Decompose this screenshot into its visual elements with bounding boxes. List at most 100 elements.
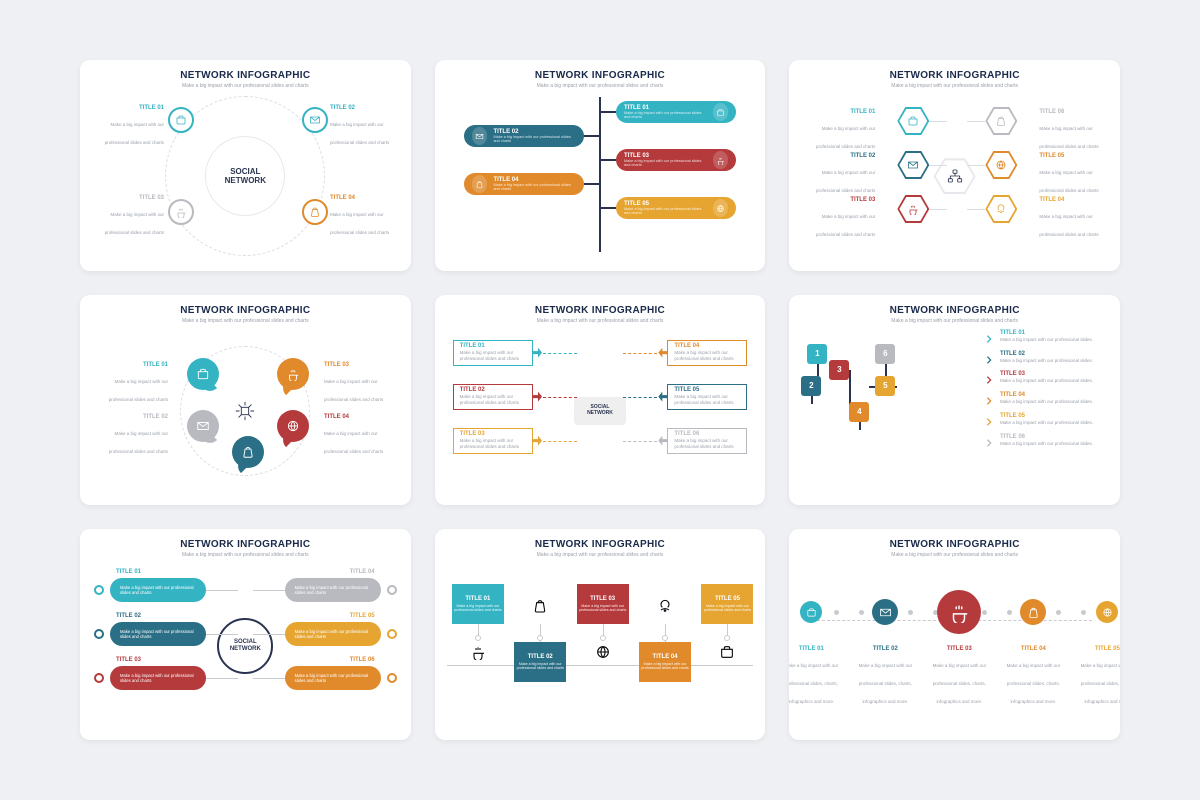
slide4-text-3: TITLE 03Make a big impact with our profe… [324, 362, 396, 406]
slide2-pill-5: TITLE 05Make a big impact with our profe… [616, 197, 736, 219]
slide5-box-title06: TITLE 06Make a big impact with our profe… [667, 428, 747, 454]
slide-8: NETWORK INFOGRAPHIC Make a big impact wi… [435, 529, 766, 740]
slide2-sub: Make a big impact with our professional … [447, 83, 754, 89]
slide9-header: NETWORK INFOGRAPHIC Make a big impact wi… [801, 539, 1108, 558]
slide1-node-4 [302, 199, 328, 225]
slide2-branch-4 [584, 183, 600, 185]
slide8-icon-5 [717, 642, 737, 662]
slide3-text-title04: TITLE 04Make a big impact with our profe… [1039, 197, 1107, 241]
slide4-text-4: TITLE 04Make a big impact with our profe… [324, 414, 396, 458]
slide1-sub: Make a big impact with our professional … [92, 83, 399, 89]
slide9-node-4 [1020, 599, 1046, 625]
slide4-bubble-5 [277, 410, 309, 442]
arrow-icon [532, 348, 542, 358]
slide8-box-2: TITLE 02Make a big impact with our profe… [514, 642, 566, 682]
slide9-text-3: TITLE 03Make a big impact with our profe… [932, 646, 986, 708]
slide1-text-2: TITLE 02Make a big impact with our profe… [330, 105, 402, 149]
arrow-icon [532, 392, 542, 402]
slide9-node-3 [937, 590, 981, 634]
pill-icon [713, 151, 728, 169]
arrow-icon [658, 392, 668, 402]
slide2-stem [599, 97, 601, 252]
slide1-content: SOCIALNETWORK TITLE 01Make a big impact … [92, 95, 399, 258]
slide6-box-1: 1 [807, 344, 827, 364]
slide1-title: NETWORK INFOGRAPHIC [92, 70, 399, 81]
slide8-box-4: TITLE 04Make a big impact with our profe… [639, 642, 691, 682]
chevron-icon [984, 331, 994, 341]
slide4-header: NETWORK INFOGRAPHIC Make a big impact wi… [92, 305, 399, 324]
slide9-text-1: TITLE 01Make a big impact with our profe… [789, 646, 838, 708]
pill-icon [472, 175, 487, 193]
slide1-text-1: TITLE 01Make a big impact with our profe… [92, 105, 164, 149]
slide8-box-3: TITLE 03Make a big impact with our profe… [577, 584, 629, 624]
slide6-box-5: 5 [875, 376, 895, 396]
slide-3: NETWORK INFOGRAPHIC Make a big impact wi… [789, 60, 1120, 271]
slide8-timeline [447, 665, 754, 666]
slide7-dot [387, 673, 397, 683]
slide5-box-title04: TITLE 04Make a big impact with our profe… [667, 340, 747, 366]
slide3-hex-title05 [985, 151, 1017, 179]
slide3-text-title01: TITLE 01Make a big impact with our profe… [807, 109, 875, 153]
slide6-item-2: TITLE 02Make a big impact with our profe… [984, 351, 1102, 364]
slide4-title: NETWORK INFOGRAPHIC [92, 305, 399, 316]
slide7-pill-title05: TITLE 05Make a big impact with our profe… [285, 622, 381, 646]
slide7-pill-title06: TITLE 06Make a big impact with our profe… [285, 666, 381, 690]
slide4-bubble-4 [232, 436, 264, 468]
slide2-pill-1: TITLE 01Make a big impact with our profe… [616, 101, 736, 123]
slide2-branch-3 [600, 159, 616, 161]
slide5-box-title01: TITLE 01Make a big impact with our profe… [453, 340, 533, 366]
slide3-hex-title02 [897, 151, 929, 179]
slide9-text-4: TITLE 04Make a big impact with our profe… [1006, 646, 1060, 708]
pill-icon [472, 127, 487, 145]
slide9-node-5 [1096, 601, 1118, 623]
chevron-icon [984, 435, 994, 445]
slide8-icon-3 [593, 642, 613, 662]
slide4-bubble-1 [187, 358, 219, 390]
pill-icon [713, 103, 728, 121]
slide1-node-1 [168, 107, 194, 133]
slide8-box-5: TITLE 05Make a big impact with our profe… [701, 584, 753, 624]
slide6-box-3: 3 [829, 360, 849, 380]
slide2-header: NETWORK INFOGRAPHIC Make a big impact wi… [447, 70, 754, 89]
arrow-icon [532, 436, 542, 446]
slide6-item-1: TITLE 01Make a big impact with our profe… [984, 330, 1102, 343]
slide4-content: TITLE 01Make a big impact with our profe… [92, 330, 399, 493]
slide7-header: NETWORK INFOGRAPHIC Make a big impact wi… [92, 539, 399, 558]
slide5-box-title03: TITLE 03Make a big impact with our profe… [453, 428, 533, 454]
slide6-content: 123456 TITLE 01Make a big impact with ou… [801, 330, 1108, 493]
slide6-item-3: TITLE 03Make a big impact with our profe… [984, 371, 1102, 384]
slide7-dot [387, 585, 397, 595]
slide7-dot [94, 673, 104, 683]
slide3-text-title03: TITLE 03Make a big impact with our profe… [807, 197, 875, 241]
slide9-title: NETWORK INFOGRAPHIC [801, 539, 1108, 550]
slide5-title: NETWORK INFOGRAPHIC [447, 305, 754, 316]
slide3-center-hex [934, 158, 976, 194]
pill-icon [713, 199, 728, 217]
slide6-item-4: TITLE 04Make a big impact with our profe… [984, 392, 1102, 405]
slide2-pill-4: TITLE 04Make a big impact with our profe… [464, 173, 584, 195]
slide9-text-2: TITLE 02Make a big impact with our profe… [858, 646, 912, 708]
slide2-pill-3: TITLE 03Make a big impact with our profe… [616, 149, 736, 171]
slide4-text-1: TITLE 01Make a big impact with our profe… [96, 362, 168, 406]
slide2-branch-1 [600, 111, 616, 113]
slide8-title: NETWORK INFOGRAPHIC [447, 539, 754, 550]
slide8-header: NETWORK INFOGRAPHIC Make a big impact wi… [447, 539, 754, 558]
slide2-branch-2 [584, 135, 600, 137]
slide2-branch-5 [600, 207, 616, 209]
slide7-title: NETWORK INFOGRAPHIC [92, 539, 399, 550]
slide3-text-title02: TITLE 02Make a big impact with our profe… [807, 153, 875, 197]
slide3-hex-title06 [985, 107, 1017, 135]
slide8-icon-4 [655, 596, 675, 616]
slide3-content: TITLE 01Make a big impact with our profe… [801, 95, 1108, 258]
slide7-sub: Make a big impact with our professional … [92, 552, 399, 558]
slide7-pill-title02: TITLE 02Make a big impact with our profe… [110, 622, 206, 646]
chip-icon [234, 400, 256, 422]
slide3-header: NETWORK INFOGRAPHIC Make a big impact wi… [801, 70, 1108, 89]
slide6-item-5: TITLE 05Make a big impact with our profe… [984, 413, 1102, 426]
slide7-pill-title04: TITLE 04Make a big impact with our profe… [285, 578, 381, 602]
slide3-hex-title01 [897, 107, 929, 135]
slide1-text-4: TITLE 04Make a big impact with our profe… [330, 195, 402, 239]
slide-7: NETWORK INFOGRAPHIC Make a big impact wi… [80, 529, 411, 740]
slide7-pill-title01: TITLE 01Make a big impact with our profe… [110, 578, 206, 602]
slide9-sub: Make a big impact with our professional … [801, 552, 1108, 558]
